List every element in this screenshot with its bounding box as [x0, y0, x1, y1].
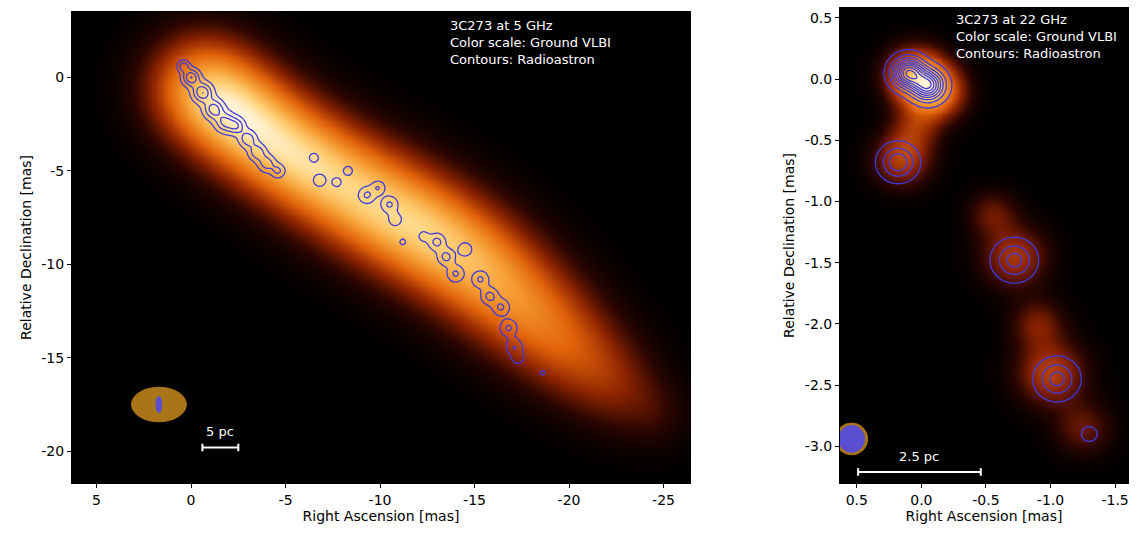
svg-text:-2.5: -2.5	[805, 377, 832, 393]
svg-text:-1.0: -1.0	[1037, 492, 1064, 508]
svg-text:-1.5: -1.5	[805, 255, 832, 271]
svg-text:0.5: 0.5	[846, 492, 868, 508]
svg-text:-10: -10	[369, 492, 392, 508]
svg-text:-25: -25	[652, 492, 675, 508]
svg-text:Relative Declination [mas]: Relative Declination [mas]	[18, 155, 34, 340]
svg-text:0.0: 0.0	[810, 71, 832, 87]
svg-text:Right Ascension [mas]: Right Ascension [mas]	[906, 508, 1063, 524]
svg-text:-15: -15	[463, 492, 486, 508]
svg-text:2.5 pc: 2.5 pc	[899, 449, 939, 464]
svg-text:-15: -15	[41, 350, 64, 366]
svg-text:0.0: 0.0	[910, 492, 932, 508]
svg-text:-10: -10	[41, 256, 64, 272]
svg-text:Right Ascension [mas]: Right Ascension [mas]	[303, 508, 460, 524]
svg-text:0: 0	[55, 69, 64, 85]
svg-text:-20: -20	[41, 443, 64, 459]
svg-text:3C273 at 5 GHzColor scale: Gro: 3C273 at 5 GHzColor scale: Ground VLBICo…	[450, 18, 611, 67]
svg-text:-1.5: -1.5	[1101, 492, 1128, 508]
svg-text:-1.0: -1.0	[805, 193, 832, 209]
svg-text:-3.0: -3.0	[805, 438, 832, 454]
svg-text:Relative Declination [mas]: Relative Declination [mas]	[781, 153, 797, 338]
svg-text:-20: -20	[558, 492, 581, 508]
svg-text:0.5: 0.5	[810, 10, 832, 26]
svg-text:-0.5: -0.5	[972, 492, 999, 508]
svg-text:3C273 at 22 GHzColor scale: Gr: 3C273 at 22 GHzColor scale: Ground VLBIC…	[956, 12, 1117, 61]
svg-text:5: 5	[92, 492, 101, 508]
svg-text:0: 0	[187, 492, 196, 508]
svg-text:-0.5: -0.5	[805, 132, 832, 148]
svg-text:-2.0: -2.0	[805, 316, 832, 332]
svg-text:-5: -5	[279, 492, 293, 508]
svg-text:-5: -5	[50, 163, 64, 179]
svg-text:5 pc: 5 pc	[206, 424, 234, 439]
